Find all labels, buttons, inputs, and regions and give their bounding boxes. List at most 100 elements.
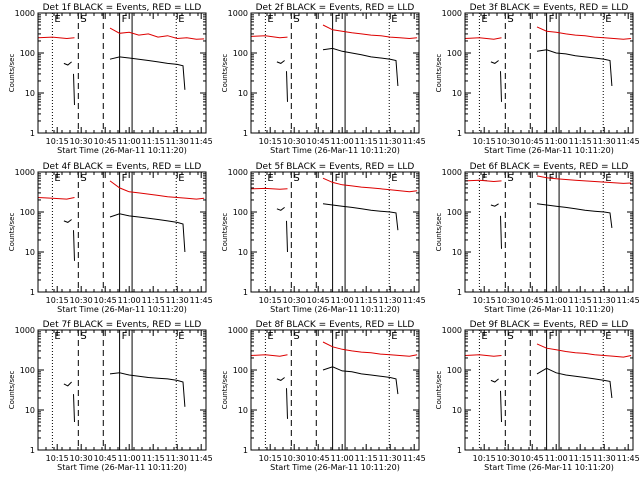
- series-line-lld: [322, 24, 418, 40]
- series-line-events: [109, 56, 186, 90]
- chart-title: Det 6f BLACK = Events, RED = LLD: [470, 162, 629, 172]
- marker-label: S: [507, 331, 513, 342]
- marker-label: F: [122, 173, 128, 184]
- marker-label: E: [391, 331, 397, 342]
- series-line-events: [536, 49, 613, 87]
- y-axis-label: Counts/sec: [221, 213, 229, 252]
- y-tick-label: 1: [243, 288, 248, 297]
- series-line-events: [276, 207, 285, 211]
- y-axis-label: Counts/sec: [8, 371, 16, 410]
- y-axis-label: Counts/sec: [221, 371, 229, 410]
- marker-label: E: [605, 173, 611, 184]
- y-tick-label: 100: [447, 366, 462, 375]
- x-tick-label: 11:15: [569, 296, 592, 305]
- series-line-lld: [250, 187, 288, 190]
- series-line-lld: [109, 180, 205, 200]
- x-tick-label: 10:45: [94, 137, 117, 146]
- marker-label: F: [335, 331, 341, 342]
- x-tick-label: 11:00: [545, 296, 568, 305]
- x-tick-label: 11:30: [379, 296, 402, 305]
- chart-title: Det 8f BLACK = Events, RED = LLD: [256, 320, 415, 330]
- x-tick-label: 10:45: [94, 296, 117, 305]
- y-tick-label: 100: [233, 208, 248, 217]
- series-line-events: [322, 47, 399, 87]
- y-axis-label: Counts/sec: [221, 54, 229, 93]
- plot-frame: [37, 171, 207, 293]
- series-line-lld: [322, 341, 418, 357]
- marker-label: S: [507, 14, 513, 25]
- x-tick-label: 11:00: [331, 296, 354, 305]
- x-tick-label: 11:15: [569, 454, 592, 463]
- x-tick-label: 10:30: [283, 137, 306, 146]
- x-tick-label: 10:15: [259, 454, 282, 463]
- series-line-events: [286, 71, 288, 102]
- series-line-lld: [536, 175, 632, 184]
- y-tick-label: 100: [20, 208, 35, 217]
- x-tick-label: 11:15: [355, 454, 378, 463]
- x-tick-label: 10:30: [70, 137, 93, 146]
- x-tick-label: 11:15: [142, 454, 165, 463]
- y-tick-label: 1: [457, 288, 462, 297]
- y-tick-label: 100: [20, 366, 35, 375]
- series-line-events: [490, 378, 499, 383]
- series-line-events: [536, 367, 613, 399]
- series-line-events: [63, 381, 72, 387]
- marker-label: S: [293, 14, 299, 25]
- chart-title: Det 9f BLACK = Events, RED = LLD: [470, 320, 629, 330]
- x-tick-label: 10:15: [259, 296, 282, 305]
- x-tick-label: 11:30: [593, 137, 616, 146]
- marker-label: E: [54, 14, 60, 25]
- y-tick-label: 1: [457, 446, 462, 455]
- y-tick-label: 100: [447, 208, 462, 217]
- chart-title: Det 2f BLACK = Events, RED = LLD: [256, 3, 415, 13]
- y-tick-label: 1000: [228, 9, 248, 18]
- x-tick-label: 11:00: [331, 137, 354, 146]
- marker-label: F: [335, 173, 341, 184]
- x-tick-label: 11:15: [355, 137, 378, 146]
- plot-frame: [464, 12, 634, 134]
- x-tick-label: 10:15: [473, 296, 496, 305]
- series-line-lld: [536, 343, 632, 358]
- plot-frame: [250, 171, 420, 293]
- x-tick-label: 10:15: [473, 454, 496, 463]
- x-tick-label: 11:45: [403, 296, 426, 305]
- series-line-lld: [322, 177, 418, 193]
- marker-label: E: [605, 331, 611, 342]
- chart-title: Det 4f BLACK = Events, RED = LLD: [43, 162, 202, 172]
- series-line-events: [73, 73, 75, 106]
- marker-label: E: [481, 14, 487, 25]
- series-line-events: [276, 377, 285, 381]
- x-tick-label: 10:45: [521, 454, 544, 463]
- series-line-events: [286, 220, 288, 253]
- y-tick-label: 100: [233, 366, 248, 375]
- chart-title: Det 3f BLACK = Events, RED = LLD: [470, 3, 629, 13]
- x-tick-label: 11:30: [166, 454, 189, 463]
- y-tick-label: 10: [238, 406, 248, 415]
- y-tick-label: 100: [447, 49, 462, 58]
- y-tick-label: 1: [243, 446, 248, 455]
- plot-frame: [250, 12, 420, 134]
- series-line-events: [73, 230, 75, 261]
- y-tick-label: 1000: [15, 168, 35, 177]
- x-tick-label: 11:30: [593, 454, 616, 463]
- x-tick-label: 10:30: [283, 454, 306, 463]
- series-line-events: [286, 388, 288, 419]
- y-axis-label: Counts/sec: [8, 54, 16, 93]
- x-tick-label: 10:15: [46, 137, 69, 146]
- x-tick-label: 11:30: [593, 296, 616, 305]
- y-tick-label: 10: [25, 406, 35, 415]
- x-tick-label: 11:30: [379, 137, 402, 146]
- x-tick-label: 10:45: [521, 296, 544, 305]
- plot-frame: [464, 171, 634, 293]
- marker-label: S: [80, 173, 86, 184]
- x-tick-label: 10:45: [521, 137, 544, 146]
- marker-label: E: [391, 173, 397, 184]
- x-tick-label: 11:45: [617, 137, 640, 146]
- y-tick-label: 100: [233, 49, 248, 58]
- y-tick-label: 1: [243, 129, 248, 138]
- series-line-events: [109, 372, 186, 407]
